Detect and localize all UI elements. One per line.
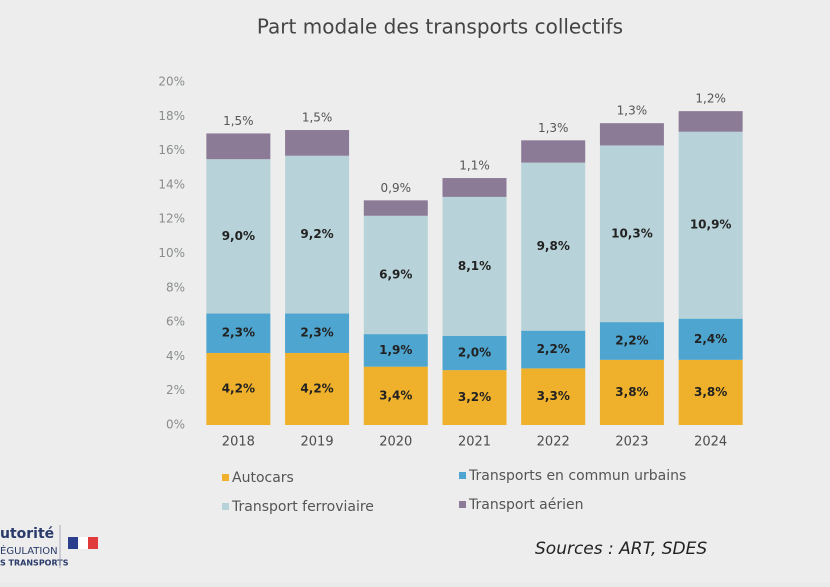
bar-segment: [521, 330, 586, 369]
bar-segment: [599, 145, 664, 323]
logo-flag: [78, 537, 88, 549]
y-tick-label: 0%: [166, 418, 185, 432]
legend-label: Transport ferroviaire: [231, 499, 374, 515]
bar-segment: [206, 352, 271, 425]
logo-flag: [88, 537, 98, 549]
y-tick-label: 16%: [158, 143, 185, 157]
bar-segment: [206, 133, 271, 160]
bar-segment: [285, 313, 350, 353]
y-tick-label: 18%: [158, 109, 185, 123]
bar-segment: [285, 130, 350, 156]
value-label: 2,2%: [537, 342, 570, 356]
bar-segment: [599, 359, 664, 425]
value-label: 3,8%: [694, 385, 727, 399]
logo-flag: [68, 537, 78, 549]
bar-segment: [363, 366, 428, 425]
value-label: 10,9%: [690, 218, 732, 232]
bar-segment: [285, 352, 350, 425]
y-tick-label: 8%: [166, 280, 185, 294]
value-label: 3,2%: [458, 390, 491, 404]
value-label: 1,3%: [538, 121, 569, 135]
bar-segment: [363, 200, 428, 216]
x-tick-label: 2020: [379, 435, 412, 450]
bar-segment: [678, 131, 743, 319]
value-label: 9,8%: [537, 239, 570, 253]
bar-segment: [442, 178, 507, 197]
value-label: 10,3%: [611, 226, 653, 240]
bar-segment: [363, 334, 428, 367]
bar-segment: [206, 313, 271, 353]
x-tick-label: 2018: [222, 435, 255, 450]
bar-segment: [521, 140, 586, 163]
value-label: 3,4%: [379, 388, 412, 402]
legend-label: Transport aérien: [468, 497, 583, 513]
value-label: 1,1%: [459, 159, 490, 173]
y-tick-label: 10%: [158, 246, 185, 260]
bar-segment: [442, 370, 507, 425]
y-tick-label: 14%: [158, 177, 185, 191]
y-tick-label: 20%: [158, 75, 185, 89]
legend-swatch: [459, 472, 466, 479]
logo-text: ÉGULATION: [0, 544, 58, 557]
source: Sources : ART, SDES: [535, 539, 707, 559]
legend-swatch: [222, 474, 229, 481]
bar-segment: [678, 359, 743, 425]
y-tick-label: 4%: [166, 349, 185, 363]
legend-label: Autocars: [232, 470, 294, 486]
bar-segment: [363, 215, 428, 335]
value-label: 2,4%: [694, 332, 727, 346]
bar-segment: [521, 368, 586, 425]
bar-segment: [599, 322, 664, 360]
value-label: 9,0%: [222, 229, 255, 243]
value-label: 9,2%: [300, 227, 333, 241]
bar-segment: [599, 123, 664, 146]
value-label: 2,3%: [300, 326, 333, 340]
value-label: 6,9%: [379, 267, 412, 281]
value-label: 1,3%: [617, 104, 648, 118]
value-label: 1,9%: [379, 343, 412, 357]
logo-text: S TRANSPORTS: [0, 559, 69, 568]
y-tick-label: 6%: [166, 315, 185, 329]
legend-swatch: [222, 503, 229, 510]
value-label: 2,2%: [615, 333, 648, 347]
bar-segment: [285, 155, 350, 314]
bar-segment: [521, 162, 586, 331]
y-tick-label: 12%: [158, 212, 185, 226]
value-label: 2,0%: [458, 345, 491, 359]
value-label: 1,5%: [223, 114, 254, 128]
y-tick-label: 2%: [166, 383, 185, 397]
value-label: 4,2%: [300, 381, 333, 395]
value-label: 4,2%: [222, 381, 255, 395]
x-tick-label: 2021: [458, 435, 491, 450]
logo-text: utorité: [0, 526, 54, 542]
value-label: 3,3%: [537, 389, 570, 403]
legend-swatch: [459, 501, 466, 508]
bar-segment: [442, 196, 507, 336]
legend-label: Transports en commun urbains: [468, 468, 686, 484]
x-tick-label: 2024: [694, 435, 727, 450]
chart-title: Part modale des transports collectifs: [257, 15, 623, 39]
value-label: 1,5%: [302, 111, 333, 125]
bar-segment: [442, 335, 507, 371]
value-label: 0,9%: [381, 181, 412, 195]
value-label: 8,1%: [458, 259, 491, 273]
value-label: 2,3%: [222, 326, 255, 340]
bar-segment: [206, 159, 271, 314]
value-label: 1,2%: [695, 92, 726, 106]
x-tick-label: 2022: [537, 435, 570, 450]
x-tick-label: 2023: [615, 435, 648, 450]
x-tick-label: 2019: [301, 435, 334, 450]
bar-segment: [678, 111, 743, 132]
value-label: 3,8%: [615, 385, 648, 399]
bar-segment: [678, 318, 743, 360]
